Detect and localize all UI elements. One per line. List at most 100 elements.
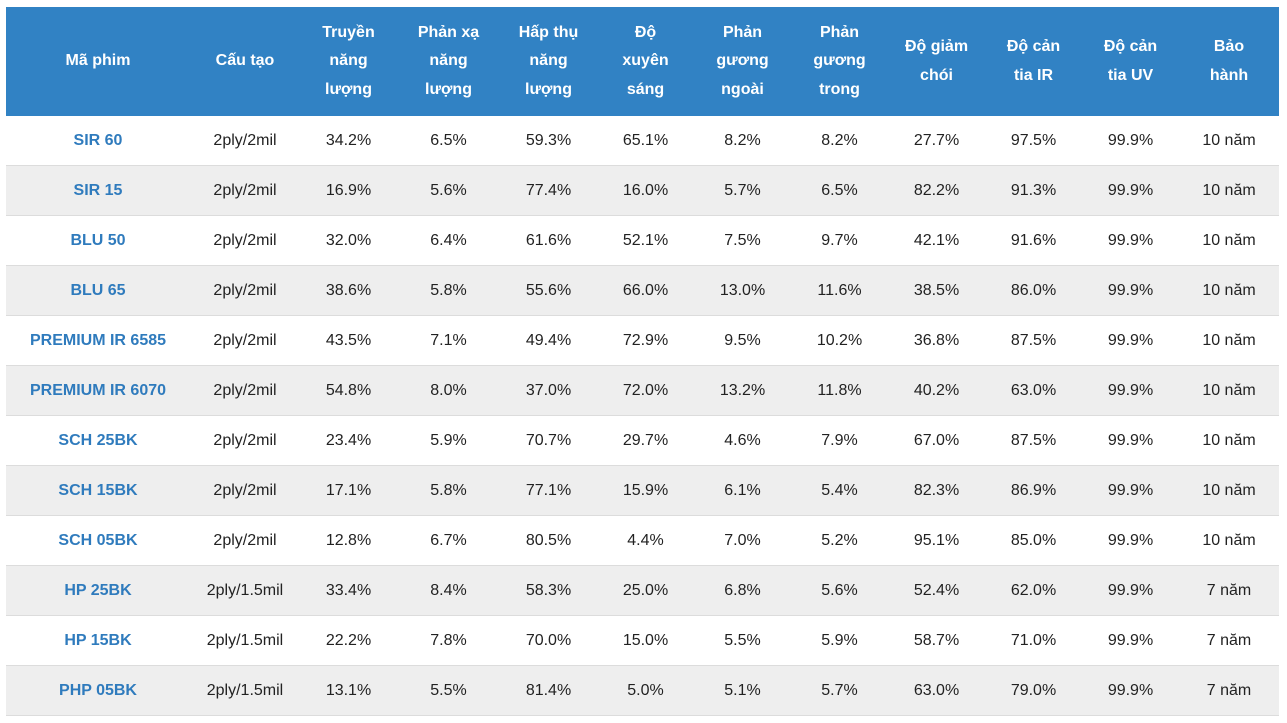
cell-ir-rejection: 91.6%: [985, 215, 1082, 266]
column-header-energy-reflection: Phản xạ năng lượng: [397, 7, 500, 116]
cell-exterior-reflection: 13.2%: [694, 365, 791, 416]
cell-visible-light-transmission: 72.9%: [597, 315, 694, 366]
column-header-text: Hấp thụ: [518, 23, 579, 41]
cell-interior-reflection: 11.6%: [791, 265, 888, 316]
cell-structure: 2ply/2mil: [190, 465, 300, 516]
column-header-uv-rejection: Độ cản tia UV: [1082, 7, 1179, 116]
cell-ir-rejection: 63.0%: [985, 365, 1082, 416]
table-row: PREMIUM IR 6585 2ply/2mil 43.5% 7.1% 49.4% 72…: [6, 315, 1279, 366]
cell-glare-reduction: 82.2%: [888, 165, 985, 216]
table-row: HP 15BK 2ply/1.5mil 22.2% 7.8% 70.0% 15.0% 5.5…: [6, 615, 1279, 666]
cell-ir-rejection: 71.0%: [985, 615, 1082, 666]
cell-exterior-reflection: 6.1%: [694, 465, 791, 516]
cell-warranty: 10 năm: [1179, 215, 1279, 266]
cell-glare-reduction: 67.0%: [888, 415, 985, 466]
table-row: SCH 25BK 2ply/2mil 23.4% 5.9% 70.7% 29.7% 4.6%…: [6, 415, 1279, 466]
cell-energy-reflection: 8.0%: [397, 365, 500, 416]
cell-energy-reflection: 8.4%: [397, 565, 500, 616]
cell-ir-rejection: 87.5%: [985, 415, 1082, 466]
cell-warranty: 10 năm: [1179, 165, 1279, 216]
table-row: SCH 15BK 2ply/2mil 17.1% 5.8% 77.1% 15.9% 6.1%…: [6, 465, 1279, 516]
cell-warranty: 7 năm: [1179, 565, 1279, 616]
cell-warranty: 10 năm: [1179, 265, 1279, 316]
cell-visible-light-transmission: 5.0%: [597, 665, 694, 716]
cell-visible-light-transmission: 16.0%: [597, 165, 694, 216]
film-code-cell: SCH 25BK: [6, 415, 190, 466]
cell-ir-rejection: 91.3%: [985, 165, 1082, 216]
cell-energy-absorption: 59.3%: [500, 116, 597, 166]
cell-glare-reduction: 58.7%: [888, 615, 985, 666]
cell-exterior-reflection: 8.2%: [694, 116, 791, 166]
column-header-text: Cấu tạo: [215, 52, 275, 70]
cell-interior-reflection: 5.4%: [791, 465, 888, 516]
film-code-cell: PREMIUM IR 6585: [6, 315, 190, 366]
film-code-cell: PREMIUM IR 6070: [6, 365, 190, 416]
column-header-text: Phản xạ: [417, 23, 480, 41]
cell-visible-light-transmission: 4.4%: [597, 515, 694, 566]
cell-energy-transmission: 23.4%: [300, 415, 397, 466]
cell-ir-rejection: 79.0%: [985, 665, 1082, 716]
cell-visible-light-transmission: 25.0%: [597, 565, 694, 616]
film-code-cell: BLU 50: [6, 215, 190, 266]
cell-interior-reflection: 7.9%: [791, 415, 888, 466]
cell-energy-transmission: 12.8%: [300, 515, 397, 566]
cell-structure: 2ply/2mil: [190, 165, 300, 216]
cell-structure: 2ply/1.5mil: [190, 615, 300, 666]
column-header-text: Độ cản: [1103, 38, 1158, 55]
cell-energy-absorption: 55.6%: [500, 265, 597, 316]
cell-structure: 2ply/2mil: [190, 265, 300, 316]
header-row: Mã phim Cấu tạo Truyền năng lượng Phản xạ năng…: [6, 7, 1279, 116]
column-header-warranty: Bảo hành: [1179, 7, 1279, 116]
cell-visible-light-transmission: 29.7%: [597, 415, 694, 466]
column-header-text: lượng: [325, 80, 372, 98]
film-code-cell: SCH 05BK: [6, 515, 190, 566]
column-header-text: trong: [819, 80, 860, 98]
column-header-text: năng: [329, 52, 368, 70]
column-header-text: ngoài: [721, 80, 764, 98]
window-film-spec-table: Mã phim Cấu tạo Truyền năng lượng Phản xạ năng…: [6, 7, 1279, 716]
column-header-text: gương: [813, 52, 866, 70]
film-code-cell: PHP 05BK: [6, 665, 190, 716]
cell-exterior-reflection: 7.5%: [694, 215, 791, 266]
cell-uv-rejection: 99.9%: [1082, 315, 1179, 366]
column-header-energy-transmission: Truyền năng lượng: [300, 7, 397, 116]
column-header-text: tia UV: [1107, 66, 1154, 84]
cell-exterior-reflection: 5.5%: [694, 615, 791, 666]
cell-visible-light-transmission: 72.0%: [597, 365, 694, 416]
cell-energy-absorption: 58.3%: [500, 565, 597, 616]
cell-energy-reflection: 5.8%: [397, 465, 500, 516]
cell-energy-absorption: 80.5%: [500, 515, 597, 566]
cell-uv-rejection: 99.9%: [1082, 665, 1179, 716]
cell-glare-reduction: 42.1%: [888, 215, 985, 266]
cell-ir-rejection: 85.0%: [985, 515, 1082, 566]
cell-interior-reflection: 11.8%: [791, 365, 888, 416]
cell-structure: 2ply/2mil: [190, 415, 300, 466]
cell-uv-rejection: 99.9%: [1082, 116, 1179, 166]
cell-uv-rejection: 99.9%: [1082, 515, 1179, 566]
film-code-cell: BLU 65: [6, 265, 190, 316]
table-row: SIR 60 2ply/2mil 34.2% 6.5% 59.3% 65.1% 8.2% 8.…: [6, 116, 1279, 166]
cell-energy-absorption: 37.0%: [500, 365, 597, 416]
table-row: HP 25BK 2ply/1.5mil 33.4% 8.4% 58.3% 25.0% 6.8…: [6, 565, 1279, 616]
cell-exterior-reflection: 13.0%: [694, 265, 791, 316]
cell-energy-reflection: 7.8%: [397, 615, 500, 666]
column-header-interior-reflection: Phản gương trong: [791, 7, 888, 116]
cell-glare-reduction: 95.1%: [888, 515, 985, 566]
table-body: SIR 60 2ply/2mil 34.2% 6.5% 59.3% 65.1% 8.2% 8.…: [6, 116, 1279, 716]
table-header: Mã phim Cấu tạo Truyền năng lượng Phản xạ năng…: [6, 7, 1279, 116]
column-header-ir-rejection: Độ cản tia IR: [985, 7, 1082, 116]
film-code-cell: HP 15BK: [6, 615, 190, 666]
column-header-text: Truyền: [322, 23, 375, 41]
cell-structure: 2ply/2mil: [190, 515, 300, 566]
column-header-text: hành: [1209, 66, 1249, 84]
cell-interior-reflection: 5.9%: [791, 615, 888, 666]
cell-warranty: 10 năm: [1179, 116, 1279, 166]
cell-exterior-reflection: 6.8%: [694, 565, 791, 616]
cell-energy-reflection: 6.4%: [397, 215, 500, 266]
cell-glare-reduction: 27.7%: [888, 116, 985, 166]
cell-exterior-reflection: 5.1%: [694, 665, 791, 716]
cell-visible-light-transmission: 15.9%: [597, 465, 694, 516]
cell-uv-rejection: 99.9%: [1082, 215, 1179, 266]
column-header-exterior-reflection: Phản gương ngoài: [694, 7, 791, 116]
window-film-spec-table-container: Mã phim Cấu tạo Truyền năng lượng Phản xạ năng…: [6, 7, 1279, 716]
